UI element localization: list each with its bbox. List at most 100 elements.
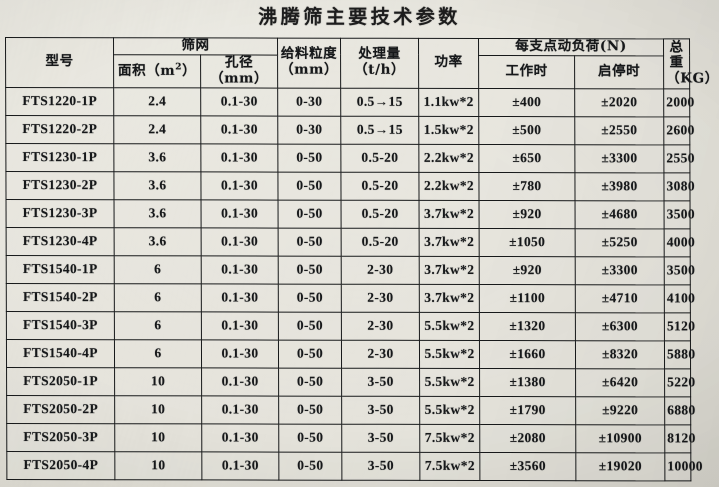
cell-load-startstop: ±4710 — [575, 284, 665, 313]
cell-area: 2.4 — [113, 115, 201, 144]
cell-weight: 6880 — [664, 396, 696, 425]
cell-feed: 0-50 — [278, 339, 342, 368]
cell-power: 5.5kw*2 — [419, 396, 480, 425]
cell-load-working: ±2080 — [479, 424, 576, 453]
cell-weight: 3500 — [664, 200, 695, 229]
header-screen-hole: 孔径（mm） — [200, 54, 278, 88]
table-row: FTS2050-4P 10 0.1-30 0-50 3-50 7.5kw*2 ±3560 ±1… — [6, 451, 703, 481]
cell-power: 1.1kw*2 — [418, 88, 479, 117]
cell-load-startstop: ±6300 — [575, 312, 665, 341]
cell-load-working: ±1790 — [479, 396, 576, 425]
header-screen-area-close: ） — [182, 62, 197, 80]
cell-capacity: 3-50 — [341, 423, 420, 453]
page-title: 沸腾筛主要技术参数 — [258, 6, 461, 28]
cell-weight: 3500 — [664, 256, 695, 285]
cell-load-startstop: ±5250 — [575, 228, 665, 257]
cell-area: 3.6 — [114, 199, 202, 228]
cell-hole: 0.1-30 — [200, 115, 278, 144]
cell-load-startstop: ±2020 — [574, 88, 664, 117]
cell-weight: 3080 — [663, 172, 695, 201]
spec-table-container: 型号 筛网 给料粒度 （mm） 处理量 （t/h） 功率 每支点动负荷(N) 总… — [5, 37, 719, 482]
cell-feed: 0-50 — [278, 227, 342, 256]
cell-model: FTS1230-4P — [6, 227, 115, 256]
cell-feed: 0-50 — [277, 143, 341, 172]
cell-area: 3.6 — [113, 143, 201, 172]
cell-hole: 0.1-30 — [201, 423, 279, 452]
table-row: FTS1540-4P 6 0.1-30 0-50 2-30 5.5kw*2 ±1660 ±83… — [6, 339, 695, 369]
cell-load-working: ±1380 — [479, 368, 576, 397]
cell-capacity: 0.5-20 — [340, 171, 420, 201]
cell-hole: 0.1-30 — [201, 339, 279, 368]
header-screen-area-text: 面积（m — [117, 62, 176, 79]
cell-feed: 0-50 — [278, 451, 342, 480]
cell-load-startstop: ±4680 — [575, 200, 665, 229]
cell-load-working: ±1050 — [479, 228, 576, 257]
cell-model: FTS1230-2P — [5, 171, 115, 200]
cell-weight: 2000 — [663, 88, 695, 117]
cell-hole: 0.1-30 — [200, 143, 278, 172]
cell-hole: 0.1-30 — [200, 171, 279, 200]
cell-capacity: 3-50 — [341, 367, 420, 397]
cell-area: 10 — [114, 451, 202, 480]
cell-model: FTS1540-4P — [6, 339, 115, 368]
cell-power: 2.2kw*2 — [418, 144, 479, 173]
cell-power: 5.5kw*2 — [419, 340, 480, 369]
cell-hole: 0.1-30 — [201, 255, 279, 284]
table-body: FTS1220-1P 2.4 0.1-30 0-30 0.5→15 1.1kw*2 ±400… — [5, 87, 703, 481]
cell-area: 10 — [114, 423, 202, 452]
cell-load-working: ±500 — [478, 116, 575, 145]
cell-capacity: 2-30 — [341, 311, 420, 341]
cell-hole: 0.1-30 — [201, 283, 279, 312]
cell-power: 2.2kw*2 — [418, 172, 480, 201]
cell-power: 1.5kw*2 — [418, 116, 479, 145]
cell-feed: 0-50 — [278, 311, 342, 340]
table-row: FTS2050-1P 10 0.1-30 0-50 3-50 5.5kw*2 ±1380 ±6… — [6, 367, 696, 397]
cell-load-working: ±400 — [478, 88, 575, 117]
cell-area: 10 — [114, 395, 202, 424]
cell-power: 7.5kw*2 — [419, 452, 480, 481]
cell-feed: 0-50 — [278, 283, 342, 312]
table-row: FTS1220-1P 2.4 0.1-30 0-30 0.5→15 1.1kw*2 ±400… — [5, 87, 695, 117]
cell-hole: 0.1-30 — [201, 367, 279, 396]
cell-model: FTS2050-2P — [6, 395, 115, 424]
header-capacity-line1: 处理量 — [358, 46, 401, 63]
table-row: FTS1540-2P 6 0.1-30 0-50 2-30 3.7kw*2 ±1100 ±47… — [6, 283, 695, 313]
header-model: 型号 — [5, 37, 114, 88]
cell-weight: 4100 — [664, 284, 695, 313]
cell-load-startstop: ±6420 — [575, 368, 665, 397]
cell-area: 6 — [114, 339, 202, 368]
cell-capacity: 0.5-20 — [341, 199, 420, 229]
header-load-group: 每支点动负荷(N) — [478, 38, 664, 56]
cell-power: 5.5kw*2 — [419, 312, 480, 341]
cell-weight: 10000 — [664, 452, 703, 481]
cell-capacity: 2-30 — [341, 283, 420, 313]
cell-feed: 0-50 — [278, 395, 342, 424]
cell-area: 6 — [114, 283, 202, 312]
cell-capacity: 2-30 — [341, 339, 420, 369]
header-capacity-line2: （t/h） — [354, 62, 406, 79]
header-feed-size-line2: （mm） — [280, 61, 339, 79]
cell-feed: 0-50 — [278, 367, 342, 396]
cell-load-startstop: ±10900 — [575, 424, 665, 453]
cell-hole: 0.1-30 — [201, 311, 279, 340]
header-load-working: 工作时 — [478, 55, 575, 89]
cell-power: 5.5kw*2 — [419, 368, 480, 397]
cell-capacity: 0.5-20 — [340, 143, 419, 173]
cell-power: 3.7kw*2 — [419, 284, 480, 313]
cell-model: FTS1220-1P — [5, 87, 114, 116]
cell-hole: 0.1-30 — [200, 87, 278, 116]
cell-hole: 0.1-30 — [201, 199, 279, 228]
cell-area: 6 — [114, 255, 202, 284]
header-power: 功率 — [418, 38, 479, 89]
table-row: FTS1230-4P 3.6 0.1-30 0-50 0.5-20 3.7kw*2 ±105… — [6, 227, 695, 257]
cell-load-startstop: ±8320 — [575, 340, 665, 369]
cell-model: FTS1540-3P — [6, 311, 115, 340]
cell-capacity: 0.5-20 — [341, 227, 420, 257]
cell-load-startstop: ±3300 — [574, 144, 664, 173]
cell-feed: 0-50 — [278, 255, 342, 284]
cell-load-startstop: ±19020 — [575, 452, 665, 481]
cell-capacity: 3-50 — [341, 395, 420, 425]
cell-weight: 2550 — [663, 144, 695, 173]
header-capacity: 处理量 （t/h） — [340, 38, 419, 89]
